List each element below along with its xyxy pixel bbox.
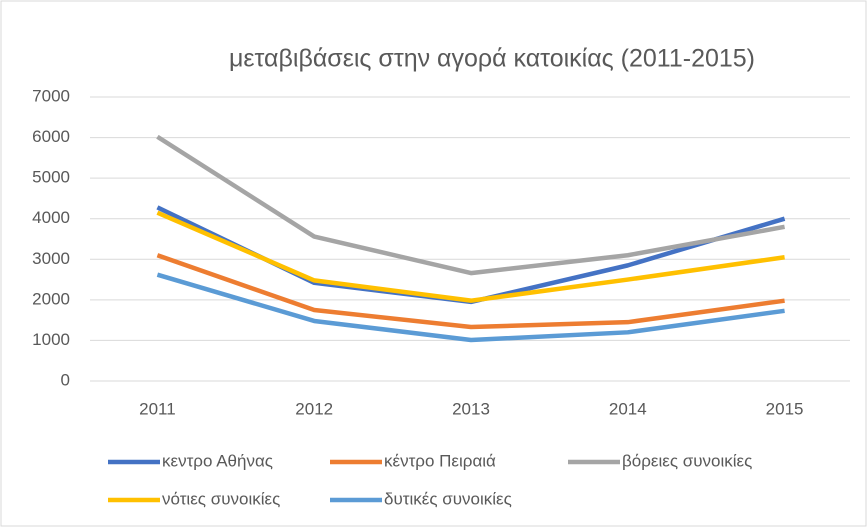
x-tick-label: 2014: [609, 399, 647, 418]
legend-label: βόρειες συνοικίες: [622, 451, 752, 470]
series-line: [156, 134, 786, 276]
legend-label: δυτικές συνοικίες: [384, 489, 512, 508]
y-tick-label: 2000: [32, 289, 70, 308]
y-tick-label: 3000: [32, 249, 70, 268]
x-tick-label: 2012: [295, 399, 333, 418]
y-tick-label: 7000: [32, 86, 70, 105]
y-tick-label: 0: [61, 370, 70, 389]
y-tick-label: 6000: [32, 127, 70, 146]
x-tick-label: 2011: [139, 399, 176, 418]
x-tick-label: 2015: [766, 399, 804, 418]
series-line: [156, 253, 785, 330]
y-tick-label: 5000: [32, 168, 70, 187]
series-line: [156, 210, 785, 303]
x-tick-label: 2013: [452, 399, 490, 418]
y-tick-label: 4000: [32, 208, 70, 227]
series-line: [156, 272, 785, 343]
chart-title: μεταβιβάσεις στην αγορά κατοικίας (2011-…: [229, 45, 755, 73]
legend-label: κέντρο Πειραιά: [384, 451, 496, 470]
legend-label: νότιες συνοικίες: [162, 489, 280, 508]
legend-label: κεντρο Αθήνας: [162, 451, 273, 470]
y-tick-label: 1000: [32, 330, 70, 349]
